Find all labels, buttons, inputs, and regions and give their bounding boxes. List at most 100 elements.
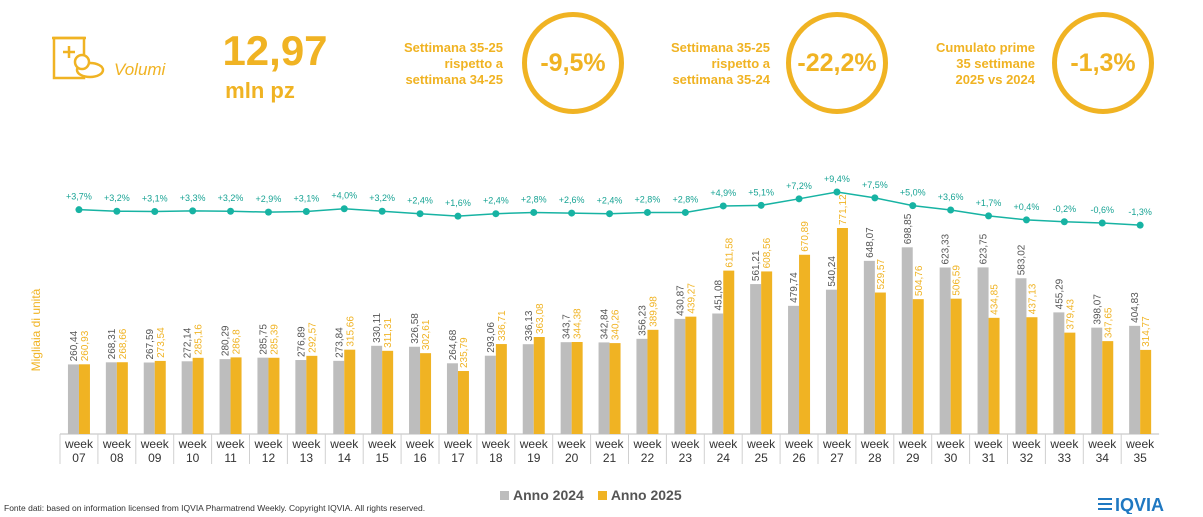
growth-label: +3,2%	[369, 193, 395, 203]
growth-point	[871, 194, 879, 202]
data-label-2025: 273,54	[156, 327, 167, 358]
growth-label: +5,0%	[900, 188, 926, 198]
bar-2025	[723, 270, 735, 434]
category-label: week	[822, 437, 852, 451]
kpi-2-text: Settimana 35-25 rispetto a settimana 35-…	[630, 40, 770, 88]
data-label-2025: 292,57	[307, 322, 318, 353]
kpi-1-circle: -9,5%	[522, 12, 624, 114]
growth-label: +4,9%	[710, 188, 736, 198]
growth-point	[75, 206, 83, 214]
data-label-2024: 326,58	[410, 313, 421, 344]
category-label: week	[1049, 437, 1079, 451]
data-label-2024: 479,74	[789, 272, 800, 303]
growth-point	[227, 207, 235, 215]
category-label: 18	[489, 451, 503, 465]
bar-2025	[1102, 341, 1114, 434]
bar-2025	[647, 329, 659, 434]
bar-2024	[67, 364, 79, 434]
bar-2025	[533, 337, 545, 434]
data-label-2024: 583,02	[1016, 244, 1027, 275]
bar-2025	[192, 357, 204, 434]
category-label: 17	[451, 451, 465, 465]
iqvia-logo: IQVIA	[1098, 495, 1164, 514]
data-label-2024: 330,11	[372, 313, 383, 343]
data-label-2024: 343,7	[562, 314, 573, 339]
bar-2025	[457, 371, 469, 434]
growth-point	[757, 201, 765, 209]
growth-point	[1136, 221, 1144, 229]
category-label: 30	[944, 451, 958, 465]
kpi-2-line2: rispetto a	[711, 56, 770, 71]
bar-2024	[1053, 312, 1065, 434]
growth-point	[1022, 216, 1030, 224]
data-label-2025: 268,66	[118, 328, 129, 359]
data-label-2025: 344,38	[573, 308, 584, 339]
growth-label: +1,6%	[445, 198, 471, 208]
bar-2025	[988, 317, 1000, 434]
category-label: week	[329, 437, 359, 451]
data-label-2024: 342,84	[600, 308, 611, 339]
bar-2024	[788, 305, 800, 434]
data-label-2024: 280,29	[221, 325, 232, 356]
medicine-box-icon	[52, 36, 105, 80]
growth-label: +2,6%	[559, 195, 585, 205]
legend-swatch-2024	[500, 490, 509, 500]
category-label: 25	[754, 451, 768, 465]
kpi-1-text: Settimana 35-25 rispetto a settimana 34-…	[365, 40, 503, 88]
bar-2025	[1026, 317, 1038, 434]
category-label: week	[1011, 437, 1041, 451]
data-label-2024: 285,75	[258, 324, 269, 355]
category-label: week	[216, 437, 246, 451]
bar-2024	[636, 338, 648, 434]
data-label-2025: 336,71	[497, 310, 508, 341]
legend-swatch-2025	[597, 490, 607, 500]
kpi-2-line1: Settimana 35-25	[671, 40, 770, 55]
growth-label: +7,2%	[786, 181, 812, 191]
total-volume-value: 12,97	[222, 27, 328, 74]
bar-2025	[1064, 332, 1076, 434]
growth-label: +2,8%	[635, 194, 661, 204]
logo-text: IQVIA	[1115, 495, 1164, 514]
bar-2024	[1129, 325, 1141, 434]
data-label-2024: 272,14	[183, 327, 194, 358]
category-label: 35	[1133, 451, 1147, 465]
growth-label: +1,7%	[976, 198, 1002, 208]
legend: Anno 2024 Anno 2025	[500, 487, 682, 503]
growth-point	[909, 202, 917, 210]
data-label-2025: 771,12	[838, 194, 849, 225]
data-label-2025: 347,65	[1103, 307, 1114, 338]
category-label: 26	[792, 451, 806, 465]
growth-label: +2,8%	[672, 194, 698, 204]
bar-2024	[560, 342, 572, 434]
legend-label-2025: Anno 2025	[610, 487, 682, 503]
bar-2025	[306, 355, 318, 434]
bar-2024	[105, 362, 117, 434]
bar-2024	[977, 267, 989, 434]
category-label: week	[519, 437, 549, 451]
data-label-2025: 363,08	[535, 303, 546, 334]
bar-2025	[1140, 349, 1152, 434]
growth-point	[454, 212, 462, 220]
bar-2025	[799, 254, 811, 434]
growth-point	[1060, 218, 1068, 226]
growth-label: +2,4%	[407, 196, 433, 206]
growth-label: +0,4%	[1014, 202, 1040, 212]
category-label: week	[708, 437, 738, 451]
total-volume-unit: mln pz	[225, 78, 295, 103]
growth-label: +3,2%	[104, 193, 130, 203]
legend-item-2024: Anno 2024	[500, 487, 584, 503]
kpi-2-circle: -22,2%	[786, 12, 888, 114]
category-label: 20	[565, 451, 579, 465]
category-label: 12	[262, 451, 276, 465]
category-label: week	[291, 437, 321, 451]
legend-item-2025: Anno 2025	[597, 487, 682, 503]
category-label: 21	[603, 451, 617, 465]
kpi-3-line1: Cumulato prime	[936, 40, 1035, 55]
data-label-2024: 267,59	[145, 328, 156, 359]
category-label: 10	[186, 451, 200, 465]
data-label-2025: 437,13	[1027, 283, 1038, 314]
data-label-2024: 356,23	[637, 305, 648, 336]
category-label: week	[936, 437, 966, 451]
data-label-2025: 611,58	[724, 237, 735, 267]
